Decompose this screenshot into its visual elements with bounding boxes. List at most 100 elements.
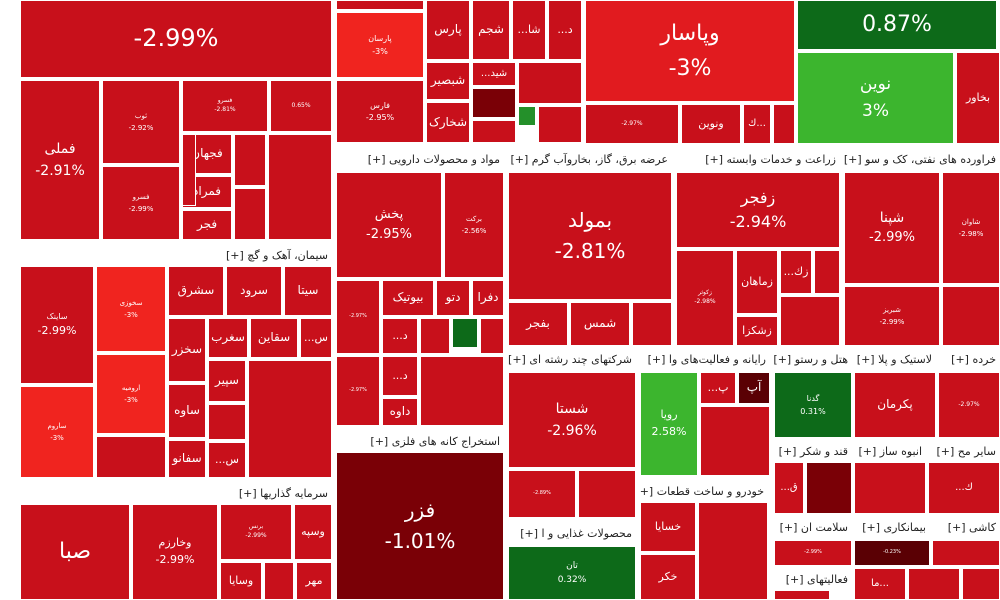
treemap-tile[interactable]: شخارک [426, 102, 470, 143]
treemap-tile[interactable] [773, 104, 795, 144]
treemap-tile[interactable]: فسرو -2.81% [182, 80, 268, 132]
treemap-tile[interactable] [268, 134, 332, 240]
treemap-tile[interactable]: سغرب [208, 318, 248, 358]
sector-header[interactable]: سلامت ان [+] [774, 520, 852, 538]
treemap-tile[interactable] [578, 470, 636, 518]
treemap-tile[interactable]: شمس [570, 302, 630, 346]
treemap-tile[interactable]: دتو [436, 280, 470, 316]
treemap-tile[interactable]: پخش -2.95% [336, 172, 442, 278]
treemap-tile[interactable] [518, 62, 582, 104]
treemap-tile[interactable]: داوه [382, 398, 418, 426]
treemap-tile[interactable]: زشكزا [736, 316, 778, 346]
treemap-tile[interactable]: دفرا [472, 280, 504, 316]
sector-header[interactable]: خودرو و ساخت قطعات [+] [640, 484, 768, 502]
treemap-tile[interactable]: بمولد -2.81% [508, 172, 672, 300]
treemap-tile[interactable] [472, 120, 516, 143]
treemap-tile[interactable]: د... [382, 318, 418, 354]
treemap-tile[interactable]: سيتا [284, 266, 332, 316]
treemap-tile[interactable]: سپير [208, 360, 246, 402]
treemap-tile[interactable]: زك... [780, 250, 812, 294]
treemap-tile[interactable]: رويا 2.58% [640, 372, 698, 476]
treemap-tile[interactable]: زكوثر -2.98% [676, 250, 734, 346]
treemap-tile[interactable] [962, 568, 1000, 600]
treemap-tile[interactable]: ثوب -2.92% [102, 80, 180, 164]
treemap-tile[interactable]: سشرق [168, 266, 224, 316]
sector-header[interactable]: شرکتهای چند رشته ای [+] [508, 352, 636, 370]
sector-header[interactable]: خرده [+] [938, 352, 1000, 370]
treemap-tile[interactable] [234, 134, 266, 186]
treemap-tile[interactable]: شستا -2.96% [508, 372, 636, 468]
treemap-tile[interactable]: فملی -2.91% [20, 80, 100, 240]
treemap-tile[interactable] [780, 296, 840, 346]
treemap-tile[interactable] [806, 462, 852, 514]
treemap-tile[interactable] [480, 318, 504, 354]
treemap-tile[interactable]: سفانو [168, 440, 206, 478]
treemap-tile[interactable]: فسرو -2.99% [102, 166, 180, 240]
treemap-tile[interactable]: س... [208, 442, 246, 478]
treemap-tile[interactable]: پارس [426, 0, 470, 60]
sector-header[interactable]: محصولات غذایی و ا [+] [508, 526, 636, 544]
treemap-tile[interactable]: مهر [296, 562, 332, 600]
treemap-tile[interactable]: بخاور [956, 52, 1000, 144]
treemap-tile[interactable]: بفجر [508, 302, 568, 346]
treemap-tile[interactable]: شا... [512, 0, 546, 60]
sector-header[interactable]: رایانه و فعالیت‌های وا [+] [640, 352, 770, 370]
treemap-tile[interactable]: -2.97% [585, 104, 679, 144]
treemap-tile[interactable] [234, 188, 266, 240]
treemap-tile[interactable]: وپاسار -3% [585, 0, 795, 102]
sector-header[interactable]: عرضه برق، گاز، بخاروآب گرم [+] [508, 152, 672, 170]
treemap-tile[interactable]: فزر -1.01% [336, 452, 504, 600]
sector-header[interactable]: بیمانکاری [+] [854, 520, 930, 538]
treemap-tile[interactable] [698, 502, 768, 600]
treemap-tile[interactable] [420, 356, 504, 426]
treemap-tile[interactable]: ساینک -2.99% [20, 266, 94, 384]
treemap-tile[interactable]: -2.89% [508, 470, 576, 518]
treemap-tile[interactable]: فجر [182, 210, 232, 240]
treemap-tile[interactable]: ارومیه -3% [96, 354, 166, 434]
treemap-tile[interactable]: صبا [20, 504, 130, 600]
treemap-tile[interactable]: آپ [738, 372, 770, 404]
treemap-tile[interactable]: سخوزی -3% [96, 266, 166, 352]
treemap-tile[interactable] [518, 106, 536, 126]
treemap-tile[interactable]: فارس -2.95% [336, 80, 424, 143]
treemap-tile[interactable]: د... [382, 356, 418, 396]
treemap-tile[interactable] [942, 286, 1000, 346]
treemap-tile[interactable] [208, 404, 246, 440]
treemap-tile[interactable]: ك... [928, 462, 1000, 514]
treemap-tile[interactable]: -2.99% [20, 0, 332, 78]
sector-header[interactable]: زراعت و خدمات وابسته [+] [676, 152, 840, 170]
treemap-tile[interactable]: -2.97% [938, 372, 1000, 438]
treemap-tile[interactable]: ...ك [743, 104, 771, 144]
treemap-tile[interactable] [538, 106, 582, 143]
treemap-tile[interactable]: برنس -2.99% [220, 504, 292, 560]
treemap-tile[interactable]: شيد... [472, 62, 516, 86]
treemap-tile[interactable] [700, 406, 770, 476]
treemap-tile[interactable]: سقاين [250, 318, 298, 358]
treemap-tile[interactable]: خكر [640, 554, 696, 600]
treemap-tile[interactable]: ق... [774, 462, 804, 514]
sector-header[interactable]: لاستیک و پلا [+] [854, 352, 936, 370]
sector-header[interactable]: سایر مح [+] [928, 444, 1000, 462]
treemap-tile[interactable]: شبریز -2.99% [844, 286, 940, 346]
treemap-tile[interactable]: شپنا -2.99% [844, 172, 940, 284]
treemap-tile[interactable]: پکرمان [854, 372, 936, 438]
treemap-tile[interactable]: د... [548, 0, 582, 60]
treemap-tile[interactable]: وسپه [294, 504, 332, 560]
treemap-tile[interactable]: نوین 3% [797, 52, 954, 144]
treemap-tile[interactable]: -0.23% [854, 540, 930, 566]
sector-header[interactable]: قند و شکر [+] [774, 444, 852, 462]
treemap-tile[interactable] [632, 302, 672, 346]
treemap-tile[interactable]: زماهان [736, 250, 778, 314]
treemap-tile[interactable]: ونوين [681, 104, 741, 144]
treemap-tile[interactable]: گدنا 0.31% [774, 372, 852, 438]
sector-header[interactable]: سیمان، آهک و گچ [+] [20, 248, 332, 266]
sector-header[interactable]: فعالیتهای [+] [774, 572, 852, 590]
treemap-tile[interactable]: -2.97% [336, 280, 380, 354]
treemap-tile[interactable] [420, 318, 450, 354]
treemap-tile[interactable] [264, 562, 294, 600]
treemap-tile[interactable] [932, 540, 1000, 566]
treemap-tile[interactable] [854, 462, 926, 514]
treemap-tile[interactable]: وسايا [220, 562, 262, 600]
treemap-tile[interactable] [814, 250, 840, 294]
treemap-tile[interactable]: پارسان -3% [336, 12, 424, 78]
